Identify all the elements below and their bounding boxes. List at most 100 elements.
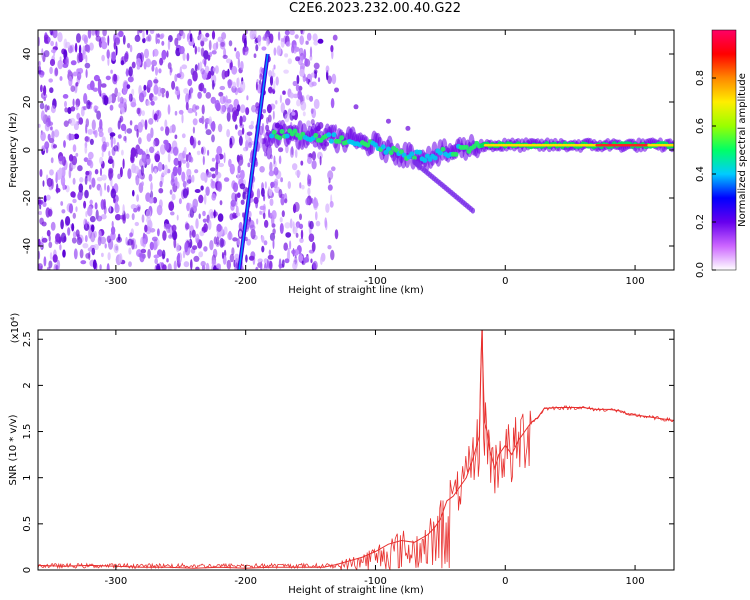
spectral-blob [174,176,178,187]
spectral-blob [99,264,102,270]
spectral-blob [285,41,291,47]
spectral-blob [304,58,308,67]
spectral-blob [135,174,140,186]
spectral-blob [269,198,274,206]
spectral-blob [164,119,168,129]
spectral-blob [246,131,253,136]
spectral-blob [227,231,233,241]
spectral-blob [91,30,96,36]
spectral-blob [47,115,51,122]
spectral-blob [38,60,41,67]
spectral-blob [110,226,116,235]
spectral-blob [267,254,274,260]
spectral-blob [263,240,268,246]
spectral-blob [112,159,115,169]
spectral-blob [110,69,113,74]
spectral-blob [40,131,46,142]
spectral-blob [280,37,285,42]
spectral-blob [49,252,53,260]
spectral-blob [74,42,78,53]
spectral-blob [200,172,206,181]
spectral-blob [240,60,244,71]
ridge-core [365,142,371,148]
spectral-blob [292,80,298,87]
spectral-blob [268,186,271,193]
spectral-blob [284,258,290,264]
spectral-blob [75,152,79,157]
spectral-blob [230,199,236,207]
spectral-blob [295,232,299,238]
spectral-blob [149,241,154,251]
spectral-blob [83,35,89,45]
spectral-blob [55,171,58,182]
bot-y-tick-label: 2 [22,382,33,388]
spectral-blob [239,115,243,127]
spectral-blob [49,30,53,36]
ridge-core [409,151,415,157]
spectral-blob [278,155,282,165]
ridge-core [380,144,386,150]
spectral-blob [296,99,301,107]
spectral-blob [240,169,245,180]
spectral-blob [246,95,249,101]
spectral-blob [162,230,167,241]
spectral-blob [39,102,45,110]
spectral-blob [195,218,199,229]
spectral-blob [88,172,92,183]
spectral-blob [325,203,330,213]
spectral-blob [299,35,305,46]
spectral-blob [122,214,126,224]
spectral-blob [227,79,232,89]
spectral-blob [231,247,235,256]
isolated-blob [295,56,301,62]
ridge-halo [266,144,273,160]
spectral-blob [91,119,96,131]
spectral-blob [50,105,56,114]
spectral-blob [62,249,66,258]
spectral-blob [49,58,56,67]
spectral-blob [94,202,98,210]
spectral-blob [292,93,299,99]
spectral-blob [300,160,304,166]
spectral-blob [211,79,215,90]
spectrogram-x-axis: -300 -200 -100 0 100 [105,30,645,287]
spectral-blob [233,214,237,219]
ridge-core [385,146,391,152]
spectral-blob [272,238,275,250]
spectral-blob [108,150,111,157]
bot-x-tick-label: 100 [626,576,645,587]
top-x-tick-label: 100 [626,276,645,287]
spectral-blob [310,108,314,114]
spectral-blob [56,259,61,270]
spectral-blob [186,202,190,212]
spectral-blob [299,68,305,77]
spectral-blob [146,100,151,106]
spectral-blob [87,205,93,217]
spectral-blob [113,137,116,145]
spectral-blob [210,180,217,189]
spectral-blob [307,187,311,196]
spectral-blob [313,69,318,74]
spectral-blob [47,133,51,141]
ridge-core [422,157,428,163]
spectral-blob [313,197,318,209]
spectral-blob [138,30,143,34]
spectral-blob [250,120,254,126]
spectral-blob [140,165,144,177]
spectral-blob [99,186,103,197]
spectral-blob [194,189,201,193]
spectral-blob [266,36,270,47]
spectral-blob [259,166,265,173]
spectral-blob [125,213,130,220]
spectral-blob [106,185,110,193]
spectral-blob [99,156,104,165]
spectral-blob [62,94,69,99]
spectral-blob [151,236,158,242]
spectral-blob [58,155,64,165]
spectral-blob [113,74,117,82]
spectral-blob [202,210,206,217]
spectral-blob [156,263,161,270]
spectral-blob [234,47,237,52]
spectral-blob [128,93,132,102]
spectral-blob [237,155,244,166]
